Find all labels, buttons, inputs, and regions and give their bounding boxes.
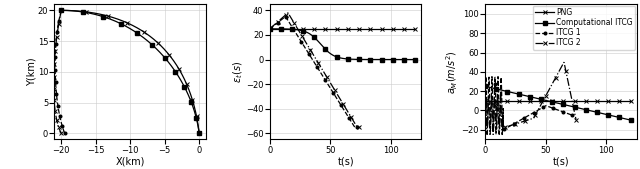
X-axis label: X(km): X(km)	[116, 156, 145, 166]
Y-axis label: Y(km): Y(km)	[26, 57, 36, 86]
X-axis label: t(s): t(s)	[553, 156, 569, 166]
Legend: PNG, Computational ITCG, ITCG 1, ITCG 2: PNG, Computational ITCG, ITCG 1, ITCG 2	[532, 6, 636, 50]
X-axis label: t(s): t(s)	[337, 156, 354, 166]
Y-axis label: $a_M(m/s^2)$: $a_M(m/s^2)$	[445, 50, 460, 94]
Y-axis label: $\varepsilon_t(s)$: $\varepsilon_t(s)$	[231, 61, 244, 83]
